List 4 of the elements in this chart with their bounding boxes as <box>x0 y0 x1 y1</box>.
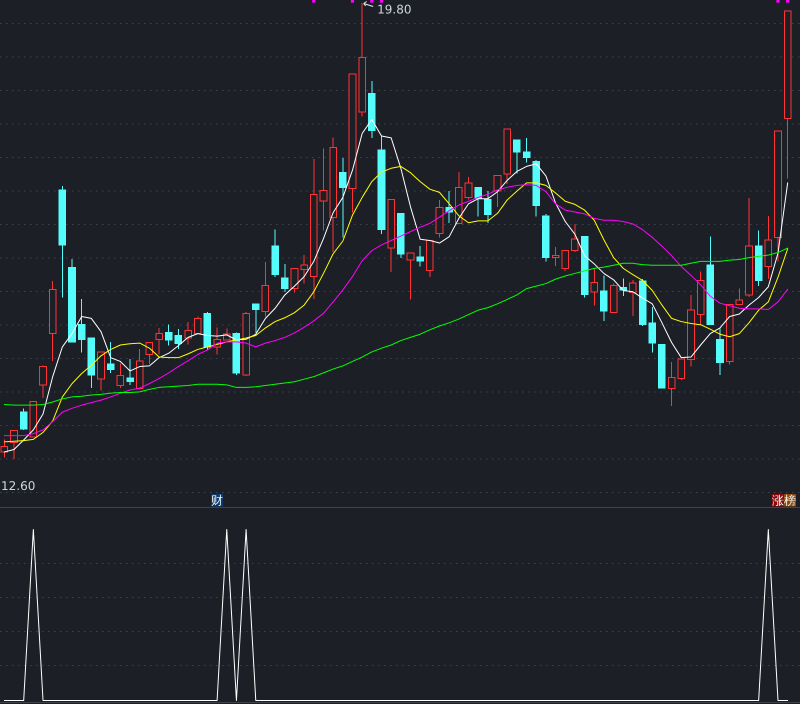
annotation: 19.80 <box>377 2 412 16</box>
annotation: 12.60 <box>1 479 36 493</box>
annotation: 涨榜 <box>772 494 796 508</box>
annotation: 财 <box>211 494 224 508</box>
